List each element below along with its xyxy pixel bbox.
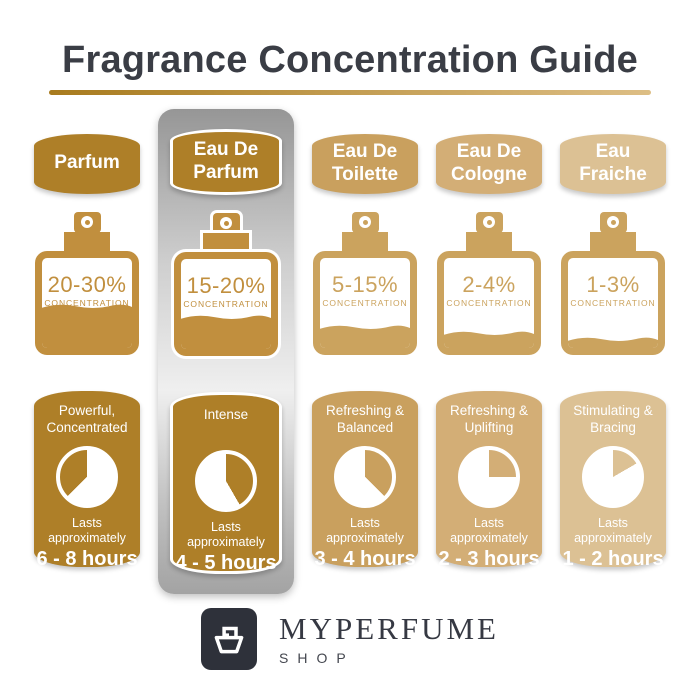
scent-description: Intense xyxy=(203,406,249,422)
brand-footer: MYPERFUME SHOP xyxy=(0,607,700,670)
duration-value: 4 - 5 hours xyxy=(175,551,277,574)
scent-description: Refreshing & Uplifting xyxy=(449,402,529,435)
spray-nozzle-icon xyxy=(212,212,240,234)
perfume-bottle-icon: 1-3% CONCENTRATION xyxy=(561,211,665,355)
scent-description: Refreshing & Balanced xyxy=(325,402,405,435)
category-badge: Eau De Toilette xyxy=(312,133,418,194)
liquid-fill xyxy=(42,304,132,348)
bottle-body: 1-3% CONCENTRATION xyxy=(561,250,665,355)
scent-description: Powerful, Concentrated xyxy=(46,402,128,435)
bottle-body: 15-20% CONCENTRATION xyxy=(174,251,278,356)
liquid-fill xyxy=(568,337,658,348)
perfume-bottle-logo-glyph xyxy=(214,626,244,654)
bottle-neck xyxy=(466,231,512,252)
category-name: Eau De Toilette xyxy=(331,141,399,185)
brand-logo-icon xyxy=(201,607,258,670)
clock-pie-icon xyxy=(582,445,644,508)
scent-description: Stimulating & Bracing xyxy=(573,402,653,435)
category-name: Eau De Cologne xyxy=(451,141,527,185)
concentration-label: CONCENTRATION xyxy=(183,298,269,309)
highlight-panel: Eau De Parfum 15-20% CONCENTRATION xyxy=(158,108,294,594)
liquid-wave xyxy=(568,337,658,344)
bottle-neck xyxy=(590,231,636,252)
bottle-body: 20-30% CONCENTRATION xyxy=(35,250,139,355)
info-card: Refreshing & Uplifting Lasts approximate… xyxy=(436,390,542,570)
spray-nozzle-icon xyxy=(599,211,627,233)
brand-text: MYPERFUME SHOP xyxy=(279,611,499,666)
info-card: Refreshing & Balanced Lasts approximatel… xyxy=(312,390,418,570)
lasts-label: Lasts approximately xyxy=(450,515,528,545)
category-badge: Parfum xyxy=(34,133,140,194)
clock-pie-icon xyxy=(56,445,118,508)
brand-name: MYPERFUME xyxy=(279,611,499,647)
concentration-value: 5-15% xyxy=(331,271,399,297)
lasts-label: Lasts approximately xyxy=(574,515,652,545)
column-eau-de-cologne: Eau De Cologne 2-4% CONCENTRATION xyxy=(436,133,542,570)
liquid-fill xyxy=(444,331,534,348)
spray-nozzle-icon xyxy=(73,211,101,233)
lasts-label: Lasts approximately xyxy=(187,519,265,549)
clock-pie-icon xyxy=(195,449,257,512)
perfume-bottle-icon: 15-20% CONCENTRATION xyxy=(174,212,278,356)
concentration-value: 15-20% xyxy=(186,272,266,298)
concentration-label: CONCENTRATION xyxy=(44,297,130,308)
category-name: Eau De Parfum xyxy=(193,139,259,183)
title-underline xyxy=(49,89,651,95)
column-parfum: Parfum 20-30% CONCENTRATION xyxy=(34,133,140,570)
liquid-wave xyxy=(42,304,132,310)
duration-value: 6 - 8 hours xyxy=(36,547,138,570)
page-title: Fragrance Concentration Guide xyxy=(62,39,638,81)
info-card: Powerful, Concentrated Lasts approximate… xyxy=(34,390,140,570)
concentration-label: CONCENTRATION xyxy=(322,297,408,308)
liquid-fill xyxy=(320,325,410,348)
duration-value: 1 - 2 hours xyxy=(562,547,664,570)
bottle-neck xyxy=(64,231,110,252)
info-card: Intense Lasts approximately 4 - 5 hours xyxy=(170,391,282,574)
bottle-neck xyxy=(203,232,249,253)
bottle-body: 2-4% CONCENTRATION xyxy=(437,250,541,355)
lasts-label: Lasts approximately xyxy=(48,515,126,545)
column-eau-de-parfum: Eau De Parfum 15-20% CONCENTRATION xyxy=(170,128,282,574)
category-columns: Parfum 20-30% CONCENTRATION xyxy=(0,108,700,594)
category-name: Eau Fraiche xyxy=(579,141,647,185)
duration-value: 3 - 4 hours xyxy=(314,547,416,570)
concentration-value: 1-3% xyxy=(586,271,640,297)
liquid-wave xyxy=(444,331,534,337)
bottle-body: 5-15% CONCENTRATION xyxy=(313,250,417,355)
category-badge: Eau Fraiche xyxy=(560,133,666,194)
lasts-label: Lasts approximately xyxy=(326,515,404,545)
spray-nozzle-icon xyxy=(475,211,503,233)
brand-subtitle: SHOP xyxy=(279,650,355,667)
liquid-fill xyxy=(181,315,271,349)
liquid-wave xyxy=(320,325,410,331)
concentration-value: 2-4% xyxy=(462,271,516,297)
spray-nozzle-icon xyxy=(351,211,379,233)
liquid-wave xyxy=(181,315,271,321)
category-badge: Eau De Cologne xyxy=(436,133,542,194)
duration-value: 2 - 3 hours xyxy=(438,547,540,570)
column-eau-de-toilette: Eau De Toilette 5-15% CONCENTRATION xyxy=(312,133,418,570)
category-badge: Eau De Parfum xyxy=(170,128,282,195)
perfume-bottle-icon: 2-4% CONCENTRATION xyxy=(437,211,541,355)
clock-pie-icon xyxy=(458,445,520,508)
category-name: Parfum xyxy=(54,152,120,174)
perfume-bottle-icon: 20-30% CONCENTRATION xyxy=(35,211,139,355)
clock-pie-icon xyxy=(334,445,396,508)
bottle-neck xyxy=(342,231,388,252)
perfume-bottle-icon: 5-15% CONCENTRATION xyxy=(313,211,417,355)
info-card: Stimulating & Bracing Lasts approximatel… xyxy=(560,390,666,570)
concentration-label: CONCENTRATION xyxy=(570,297,656,308)
concentration-value: 20-30% xyxy=(47,271,127,297)
concentration-label: CONCENTRATION xyxy=(446,297,532,308)
column-eau-fraiche: Eau Fraiche 1-3% CONCENTRATION xyxy=(560,133,666,570)
